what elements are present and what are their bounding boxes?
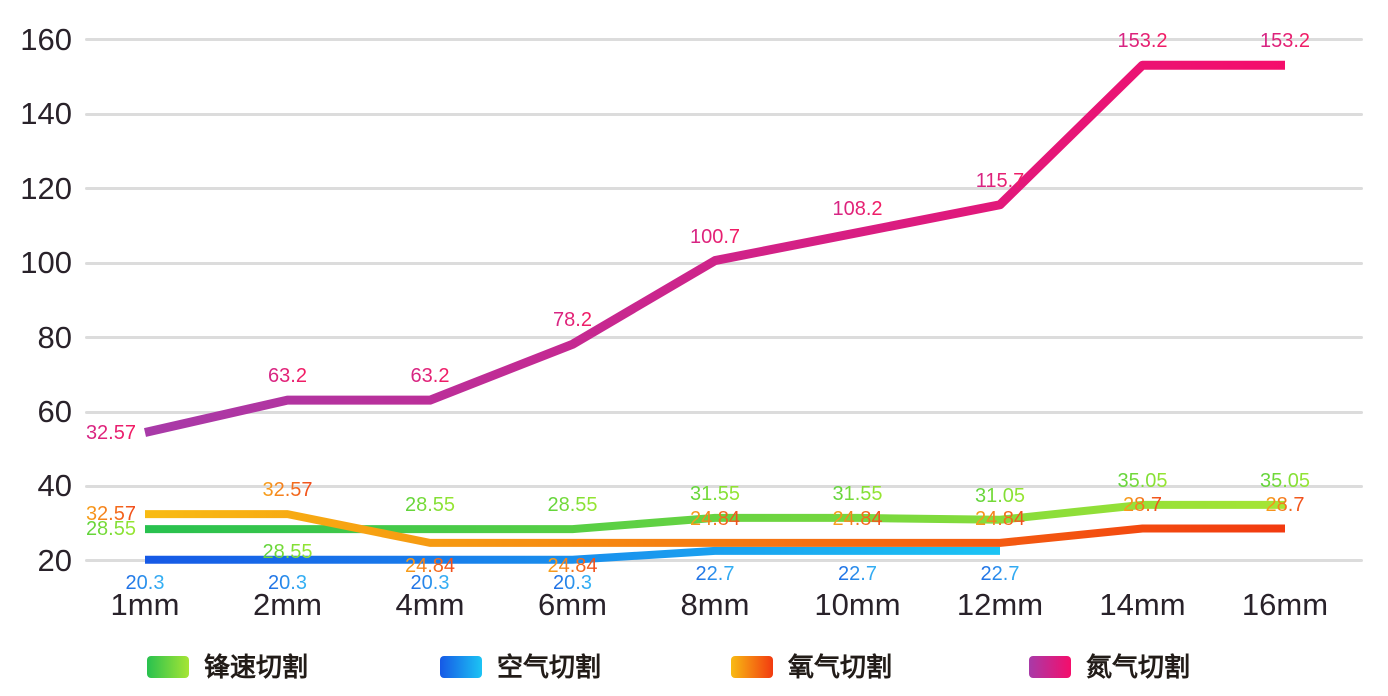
data-label-nitrogen: 63.2 (410, 365, 450, 388)
data-label-oxygen: 24.84 (547, 554, 598, 577)
data-label-fengsu: 31.55 (832, 482, 883, 505)
legend-swatch-fengsu (147, 656, 189, 678)
gridline (85, 112, 1363, 116)
y-axis-tick-label: 40 (37, 468, 72, 504)
y-axis-tick-label: 80 (37, 319, 72, 355)
legend-label-fengsu: 锋速切割 (204, 652, 309, 682)
data-label-oxygen: 28.7 (1123, 493, 1162, 516)
series-line-air (145, 546, 1000, 564)
y-axis-tick-label: 20 (37, 542, 72, 578)
data-label-fengsu: 28.55 (262, 541, 313, 564)
legend-label-oxygen: 氧气切割 (788, 652, 893, 682)
x-axis-tick-label: 6mm (538, 587, 607, 622)
series-line-nitrogen (144, 60, 1285, 437)
data-label-nitrogen: 153.2 (1259, 30, 1311, 53)
data-label-fengsu: 35.05 (1117, 469, 1168, 492)
x-axis-tick-label: 16mm (1241, 587, 1329, 622)
data-label-air: 22.7 (838, 562, 877, 585)
data-label-nitrogen: 63.2 (268, 365, 307, 388)
legend-item-fengsu[interactable]: 锋速切割 (147, 652, 308, 682)
gridline (85, 38, 1363, 42)
x-axis-tick-label: 2mm (253, 587, 322, 622)
data-label-air: 20.3 (410, 571, 450, 594)
legend: 锋速切割 空气切割 氧气切割 氮气切割 (0, 652, 1388, 688)
series-line-fengsu (145, 500, 1285, 534)
gridline (85, 484, 1363, 488)
gridline (85, 187, 1363, 191)
data-label-oxygen: 32.57 (262, 479, 313, 502)
data-label-fengsu: 31.05 (974, 484, 1026, 507)
x-axis-tick-label: 14mm (1099, 587, 1186, 622)
data-label-air: 20.3 (125, 571, 165, 594)
data-label-nitrogen: 108.2 (832, 197, 883, 220)
data-label-oxygen: 24.84 (404, 554, 456, 577)
data-label-oxygen: 28.7 (1265, 493, 1305, 516)
gridline (85, 336, 1363, 340)
data-label-air: 20.3 (268, 571, 307, 594)
data-label-fengsu: 28.55 (85, 518, 136, 541)
x-axis-tick-label: 12mm (956, 587, 1044, 622)
data-label-oxygen: 24.84 (832, 507, 883, 530)
data-label-fengsu: 28.55 (547, 494, 598, 517)
data-label-air: 22.7 (695, 562, 735, 585)
x-axis-tick-label: 4mm (395, 587, 465, 622)
data-label-oxygen: 32.57 (85, 503, 136, 526)
legend-item-nitrogen[interactable]: 氮气切割 (1029, 652, 1190, 682)
x-axis-tick-label: 8mm (680, 587, 750, 622)
data-label-nitrogen: 78.2 (553, 309, 592, 332)
y-axis-tick-label: 60 (37, 394, 72, 430)
y-axis-tick-label: 140 (20, 96, 72, 132)
legend-swatch-air (440, 656, 482, 678)
legend-label-air: 空气切割 (497, 652, 602, 682)
legend-item-air[interactable]: 空气切割 (440, 652, 601, 682)
x-axis-tick-label: 10mm (814, 587, 901, 622)
series-line-oxygen (145, 510, 1285, 547)
data-label-nitrogen: 32.57 (85, 421, 136, 444)
data-label-fengsu: 31.55 (689, 482, 741, 505)
legend-label-nitrogen: 氮气切割 (1086, 652, 1191, 682)
data-label-nitrogen: 153.2 (1117, 30, 1168, 53)
legend-item-oxygen[interactable]: 氧气切割 (731, 652, 892, 682)
x-axis-tick-label: 1mm (110, 587, 180, 622)
data-label-oxygen: 24.84 (689, 507, 741, 530)
data-label-air: 20.3 (553, 571, 592, 594)
data-label-oxygen: 24.84 (974, 507, 1026, 530)
data-label-nitrogen: 100.7 (689, 225, 741, 248)
data-label-nitrogen: 115.7 (975, 169, 1025, 192)
data-label-air: 22.7 (980, 562, 1020, 585)
gridline (85, 559, 1363, 563)
data-label-fengsu: 35.05 (1259, 469, 1311, 492)
y-axis-tick-label: 120 (20, 170, 72, 206)
y-axis-tick-label: 160 (20, 21, 72, 57)
gridline (85, 410, 1363, 414)
legend-swatch-nitrogen (1029, 656, 1071, 678)
y-axis-tick-label: 100 (20, 245, 72, 281)
legend-swatch-oxygen (731, 656, 773, 678)
data-label-fengsu: 28.55 (404, 494, 456, 517)
